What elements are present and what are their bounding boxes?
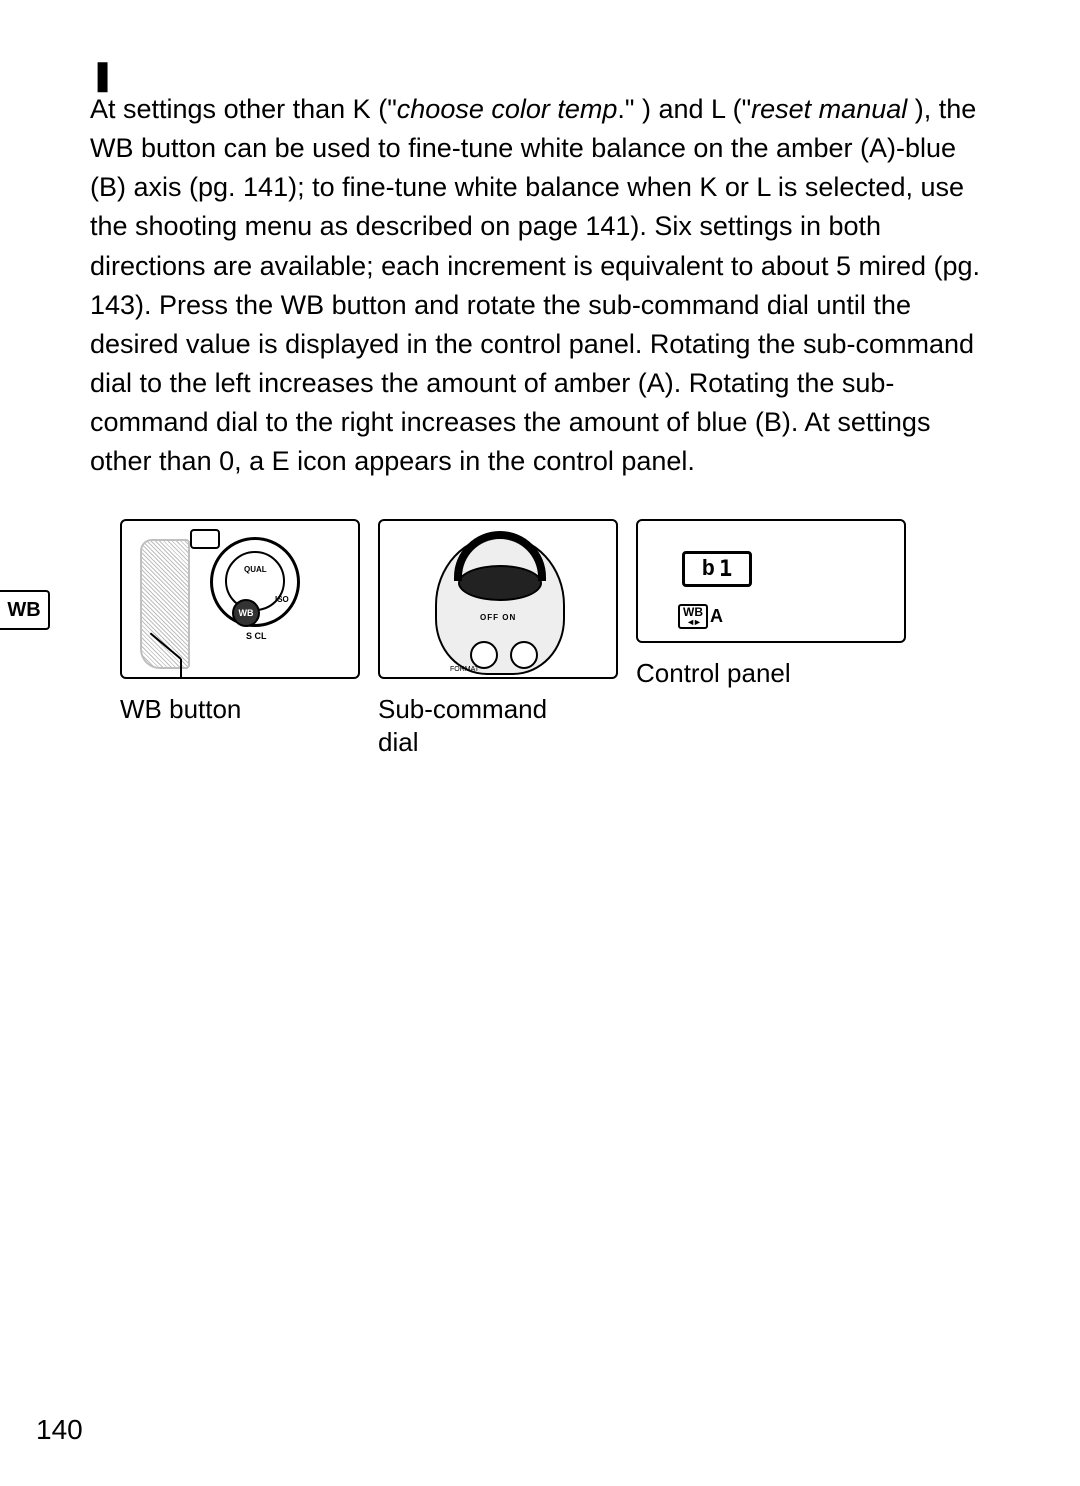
fig2-caption-line2: dial (378, 727, 418, 757)
iso-label: ISO (275, 595, 289, 604)
lcd-value-b: b (702, 557, 715, 582)
figure-sub-command-dial: OFF ON FORMAT Sub-command dial (378, 519, 618, 758)
lcd-value-i: 1 (719, 557, 732, 582)
camera-grip (140, 539, 190, 669)
figure3-box: b 1 WB ◄► A (636, 519, 906, 643)
camera-body-illustration: QUAL WB ISO S CL (140, 529, 340, 669)
paren-open2: ( (725, 94, 742, 124)
control-panel-illustration: b 1 WB ◄► A (638, 521, 904, 641)
a-indicator: A (710, 606, 723, 627)
paren-open1: ( (371, 94, 388, 124)
glyph1: " (387, 94, 397, 124)
wb-icon-box: WB ◄► (678, 604, 708, 629)
k-symbol: K (353, 94, 371, 124)
off-on-label: OFF ON (480, 613, 516, 622)
figures-row: QUAL WB ISO S CL WB button OFF ON FORMAT (120, 519, 990, 758)
sc-label: S CL (246, 631, 267, 641)
lcd-display: b 1 (682, 551, 752, 587)
figure1-box: QUAL WB ISO S CL (120, 519, 360, 679)
header-icon: ❚ (90, 58, 115, 93)
figure-control-panel: b 1 WB ◄► A Control panel (636, 519, 906, 690)
l-symbol-2: L (756, 172, 770, 202)
format-label: FORMAT (450, 666, 479, 673)
leader-line (180, 659, 182, 679)
figure2-caption: Sub-command dial (378, 693, 547, 758)
page-content: ❚ At settings other than K ("choose colo… (0, 0, 1080, 798)
text-part4: is selected, use the shooting menu as de… (90, 172, 980, 476)
figure2-box: OFF ON FORMAT (378, 519, 618, 679)
wb-arrows-icon: ◄► (686, 618, 700, 627)
text-part1: At settings other than (90, 94, 353, 124)
text-part3: or (717, 172, 756, 202)
fig2-caption-line1: Sub-command (378, 694, 547, 724)
italic-choose-color-temp: choose color temp (397, 94, 618, 124)
body-paragraph: At settings other than K ("choose color … (90, 90, 990, 481)
figure1-caption: WB button (120, 693, 241, 726)
side-tab-wb: WB (0, 590, 50, 630)
l-symbol: L (711, 94, 725, 124)
glyph3: " (742, 94, 752, 124)
figure3-caption: Control panel (636, 657, 791, 690)
text-part5: icon appears in the control panel. (290, 446, 695, 476)
paren-close1: ) and (635, 94, 712, 124)
glyph2: ." (617, 94, 634, 124)
qual-label: QUAL (244, 565, 267, 574)
page-number: 140 (36, 1414, 83, 1446)
wb-indicator: WB ◄► A (678, 604, 723, 629)
k-symbol-2: K (699, 172, 717, 202)
shutter-release (190, 529, 220, 549)
figure-wb-button: QUAL WB ISO S CL WB button (120, 519, 360, 726)
e-symbol: E (272, 446, 290, 476)
rotation-arrow-icon (454, 531, 546, 581)
italic-reset-manual: reset manual (751, 94, 907, 124)
